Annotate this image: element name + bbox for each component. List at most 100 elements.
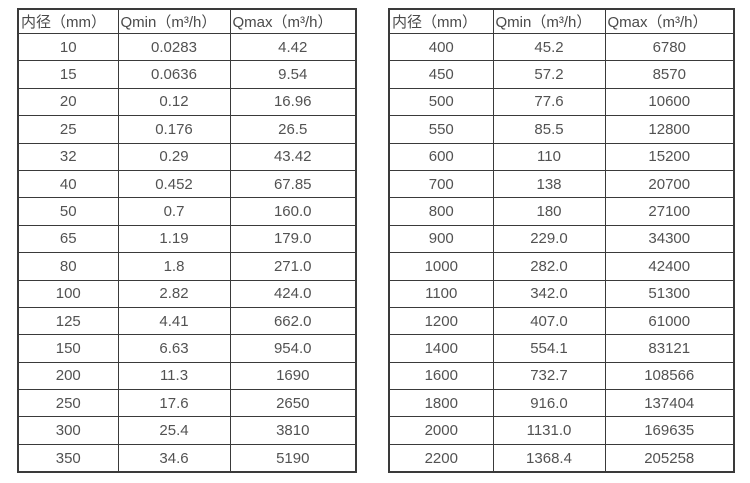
table-row: 100 2.82 424.0 [17,279,357,308]
table-cell: 600 [388,142,494,171]
table-cell: 57.2 [492,60,606,89]
table-cell: 1000 [388,252,494,281]
table-cell: 15200 [604,142,735,171]
table-row: 50 0.7 160.0 [17,197,357,226]
table-cell: 2650 [229,389,357,418]
table-cell: 25 [17,115,119,144]
table-cell: 282.0 [492,252,606,281]
table-cell: 26.5 [229,115,357,144]
table-header: 内径（mm） Qmin（m³/h） Qmax（m³/h） [388,8,735,34]
table-row: 40 0.452 67.85 [17,169,357,199]
table-cell: 550 [388,115,494,144]
table-cell: 11.3 [117,361,231,391]
table-cell: 138 [492,169,606,199]
table-row: 1100 342.0 51300 [388,279,735,308]
table-cell: 916.0 [492,389,606,418]
table-cell: 17.6 [117,389,231,418]
table-cell: 125 [17,306,119,336]
header-row: 内径（mm） Qmin（m³/h） Qmax（m³/h） [388,8,735,34]
table-row: 300 25.4 3810 [17,416,357,445]
table-cell: 67.85 [229,169,357,199]
table-row: 450 57.2 8570 [388,60,735,89]
table-cell: 77.6 [492,87,606,117]
table-row: 500 77.6 10600 [388,87,735,117]
flow-spec-table-small-diameters: 内径（mm） Qmin（m³/h） Qmax（m³/h） 10 0.0283 4.4… [17,8,357,474]
table-body: 400 45.2 6780 450 57.2 8570 500 77.6 10600 550 85.… [388,32,735,473]
table-cell: 80 [17,252,119,281]
table-cell: 34.6 [117,443,231,473]
table-cell: 2200 [388,443,494,473]
table-cell: 271.0 [229,252,357,281]
table-row: 400 45.2 6780 [388,32,735,62]
table-cell: 1100 [388,279,494,308]
table-cell: 20 [17,87,119,117]
table-row: 1200 407.0 61000 [388,306,735,336]
table-cell: 0.12 [117,87,231,117]
table-cell: 1.19 [117,224,231,254]
table-cell: 15 [17,60,119,89]
table-cell: 342.0 [492,279,606,308]
table-cell: 800 [388,197,494,226]
table-row: 20 0.12 16.96 [17,87,357,117]
table-cell: 250 [17,389,119,418]
table-cell: 45.2 [492,32,606,62]
table-cell: 85.5 [492,115,606,144]
table-cell: 42400 [604,252,735,281]
table-cell: 34300 [604,224,735,254]
table-cell: 110 [492,142,606,171]
table-cell: 0.176 [117,115,231,144]
table-row: 1600 732.7 108566 [388,361,735,391]
table-row: 200 11.3 1690 [17,361,357,391]
table-cell: 1400 [388,334,494,363]
table-cell: 4.42 [229,32,357,62]
table-cell: 179.0 [229,224,357,254]
table-cell: 1200 [388,306,494,336]
table-cell: 40 [17,169,119,199]
table-cell: 180 [492,197,606,226]
table-cell: 6.63 [117,334,231,363]
table-cell: 1600 [388,361,494,391]
table-cell: 662.0 [229,306,357,336]
table-cell: 0.29 [117,142,231,171]
table-row: 15 0.0636 9.54 [17,60,357,89]
table-cell: 61000 [604,306,735,336]
table-row: 32 0.29 43.42 [17,142,357,171]
table-cell: 0.0636 [117,60,231,89]
table-cell: 25.4 [117,416,231,445]
header-qmax: Qmax（m³/h） [229,8,357,34]
table-cell: 554.1 [492,334,606,363]
table-cell: 83121 [604,334,735,363]
table-header: 内径（mm） Qmin（m³/h） Qmax（m³/h） [17,8,357,34]
table-cell: 1.8 [117,252,231,281]
table-cell: 32 [17,142,119,171]
table-cell: 10 [17,32,119,62]
table-cell: 160.0 [229,197,357,226]
table-cell: 137404 [604,389,735,418]
table-row: 800 180 27100 [388,197,735,226]
table-cell: 9.54 [229,60,357,89]
table-cell: 65 [17,224,119,254]
table-cell: 700 [388,169,494,199]
table-cell: 10600 [604,87,735,117]
table-cell: 2000 [388,416,494,445]
table-cell: 3810 [229,416,357,445]
table-row: 2200 1368.4 205258 [388,443,735,473]
table-cell: 229.0 [492,224,606,254]
table-row: 80 1.8 271.0 [17,252,357,281]
table-row: 600 110 15200 [388,142,735,171]
table-row: 2000 1131.0 169635 [388,416,735,445]
table-cell: 0.0283 [117,32,231,62]
table-cell: 5190 [229,443,357,473]
table-cell: 2.82 [117,279,231,308]
table-cell: 100 [17,279,119,308]
table-cell: 1368.4 [492,443,606,473]
table-cell: 8570 [604,60,735,89]
table-row: 1400 554.1 83121 [388,334,735,363]
table-cell: 500 [388,87,494,117]
flow-spec-table-large-diameters: 内径（mm） Qmin（m³/h） Qmax（m³/h） 400 45.2 6780… [388,8,735,474]
table-cell: 732.7 [492,361,606,391]
table-cell: 1690 [229,361,357,391]
header-diameter: 内径（mm） [17,8,119,34]
table-row: 250 17.6 2650 [17,389,357,418]
